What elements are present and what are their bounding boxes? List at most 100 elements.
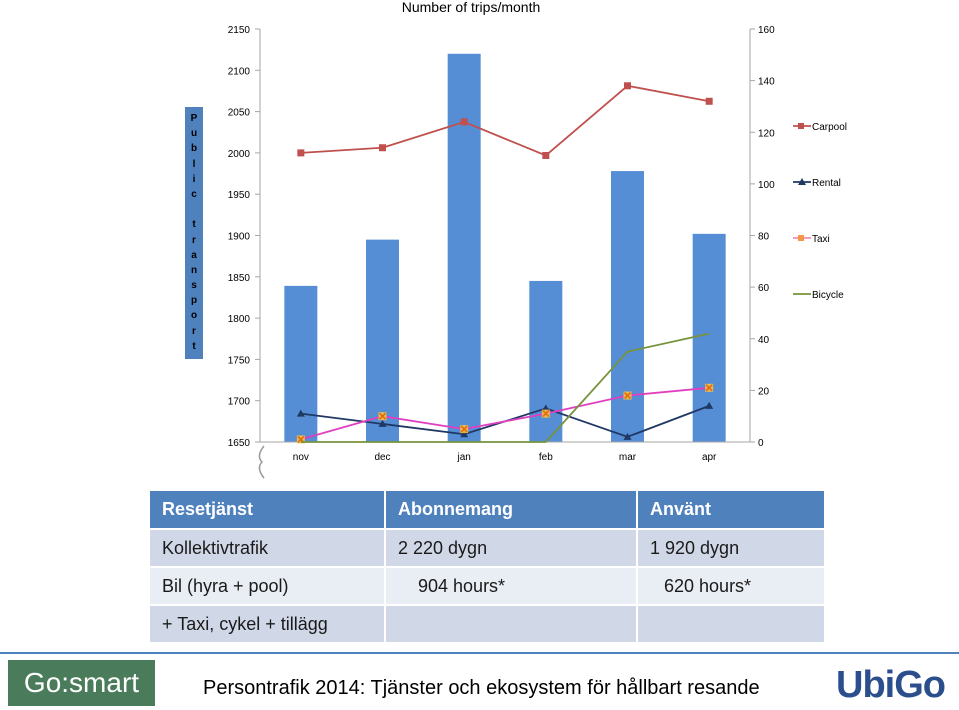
table-row: Bil (hyra + pool) 904 hours* 620 hours* <box>150 567 826 606</box>
x-tick-label: jan <box>456 452 470 463</box>
point-rental <box>378 419 387 427</box>
right-tick-label: 0 <box>758 438 764 449</box>
cell-service: Kollektivtrafik <box>150 529 386 568</box>
header-used: Använt <box>637 491 826 530</box>
right-tick-label: 140 <box>758 77 775 88</box>
left-axis-label-letter: b <box>190 143 198 155</box>
bar-jan <box>447 53 481 442</box>
left-axis-label-letter: s <box>191 280 197 292</box>
x-tick-label: mar <box>619 452 637 463</box>
axis-break-icon <box>258 445 265 479</box>
right-tick-label: 60 <box>758 283 770 294</box>
marker-cross <box>460 425 468 433</box>
left-axis-label-letter: c <box>191 188 197 200</box>
legend-label: Taxi <box>812 234 830 245</box>
marker-cross <box>705 384 713 392</box>
left-tick-label: 1950 <box>228 190 251 201</box>
x-tick-label: nov <box>293 452 309 463</box>
cell-service: + Taxi, cykel + tillägg <box>150 605 386 644</box>
ubigo-logo: UbiGo <box>836 664 946 706</box>
marker-cross <box>623 391 632 400</box>
legend-label: Carpool <box>812 122 847 133</box>
left-axis-label-letter <box>193 202 196 217</box>
point-carpool <box>542 151 550 159</box>
left-tick-label: 2000 <box>228 149 251 160</box>
point-taxi <box>460 425 469 434</box>
point-taxi <box>705 383 714 392</box>
x-tick-label: dec <box>374 452 390 463</box>
left-axis-label-letter: u <box>190 128 198 140</box>
footer-divider <box>0 652 959 654</box>
left-axis-label-letter: l <box>192 158 196 170</box>
left-axis-label-letter: t <box>192 219 196 231</box>
point-taxi <box>541 409 550 418</box>
chart-title: Number of trips/month <box>402 0 541 15</box>
cell-service: Bil (hyra + pool) <box>150 567 386 606</box>
cell-subscription <box>385 605 638 644</box>
point-taxi <box>378 412 387 421</box>
legend-marker <box>798 235 804 241</box>
legend-label: Rental <box>812 178 841 189</box>
right-tick-label: 20 <box>758 386 770 397</box>
left-tick-label: 1700 <box>228 397 251 408</box>
cell-subscription: 904 hours* <box>385 567 638 606</box>
left-axis-label-letter: r <box>192 325 196 337</box>
legend-label: Bicycle <box>812 290 844 301</box>
right-tick-label: 120 <box>758 128 775 139</box>
x-tick-label: apr <box>702 452 717 463</box>
legend-marker <box>798 178 806 185</box>
bar-feb <box>529 280 563 442</box>
series-line-bicycle <box>300 332 710 443</box>
header-subscription: Abonnemang <box>385 491 638 530</box>
point-carpool <box>705 97 713 105</box>
table-row: Kollektivtrafik 2 220 dygn 1 920 dygn <box>150 529 826 568</box>
cell-subscription: 2 220 dygn <box>385 529 638 568</box>
left-axis-label-letter: P <box>190 113 198 124</box>
point-rental <box>705 401 714 409</box>
left-tick-label: 2050 <box>228 108 251 119</box>
point-rental <box>296 409 305 417</box>
left-axis-label-letter: a <box>191 249 197 261</box>
trips-chart: Number of trips/month 1650 1700 1750 1800 18… <box>228 0 847 479</box>
left-axis-label-letter: i <box>192 173 196 185</box>
legend-marker <box>798 123 804 129</box>
left-tick-label: 1650 <box>228 438 251 449</box>
point-rental <box>460 430 469 438</box>
point-carpool <box>379 144 386 152</box>
left-tick-label: 1750 <box>228 355 251 366</box>
service-table: Resetjänst Abonnemang Använt Kollektivtr… <box>150 491 826 644</box>
left-tick-label: 1800 <box>228 314 251 325</box>
series-line-taxi <box>300 386 710 441</box>
point-carpool <box>460 118 468 126</box>
brand-badge: Go:smart <box>8 660 155 706</box>
right-tick-label: 80 <box>758 232 770 243</box>
bar-dec <box>366 239 399 442</box>
cell-used: 620 hours* <box>637 567 826 606</box>
left-axis-label-letter: r <box>192 234 196 246</box>
left-tick-label: 1850 <box>228 273 251 284</box>
series-line-carpool <box>300 84 710 157</box>
left-axis-label-letter: o <box>190 310 198 322</box>
left-axis-label-letter: t <box>192 340 196 352</box>
point-taxi <box>623 391 632 400</box>
point-carpool <box>297 149 305 157</box>
x-tick-label: feb <box>539 452 553 463</box>
header-service: Resetjänst <box>150 491 386 530</box>
left-tick-label: 2150 <box>228 25 251 36</box>
bar-mar <box>611 171 644 442</box>
point-rental <box>623 432 632 440</box>
marker-cross <box>378 412 387 420</box>
point-carpool <box>624 82 631 90</box>
table-header-row: Resetjänst Abonnemang Använt <box>150 491 826 530</box>
left-axis-label-letter: p <box>190 295 198 307</box>
left-axis-label-letter: n <box>190 264 198 276</box>
bar-nov <box>284 285 318 442</box>
right-tick-label: 40 <box>758 335 770 346</box>
footer-caption: Persontrafik 2014: Tjänster och ekosyste… <box>203 677 760 699</box>
left-tick-label: 2100 <box>228 66 251 77</box>
marker-cross <box>542 410 550 418</box>
right-tick-label: 160 <box>758 25 775 36</box>
cell-used: 1 920 dygn <box>637 529 826 568</box>
right-tick-label: 100 <box>758 180 775 191</box>
